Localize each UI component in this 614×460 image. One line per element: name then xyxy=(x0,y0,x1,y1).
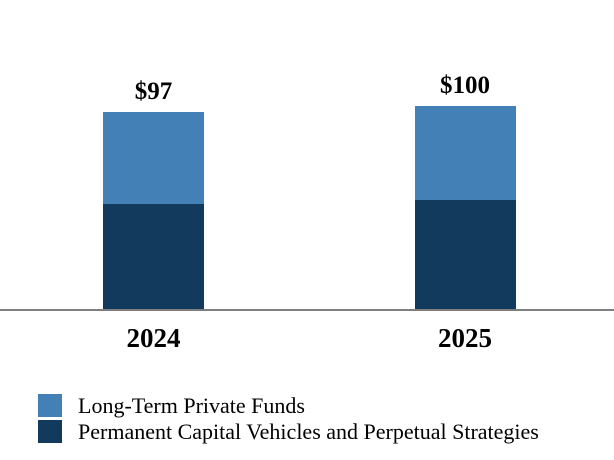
x-axis-label-2025: 2025 xyxy=(438,323,492,353)
legend-item-permanent-capital-vehicles: Permanent Capital Vehicles and Perpetual… xyxy=(38,420,539,443)
legend-label: Permanent Capital Vehicles and Perpetual… xyxy=(78,419,539,444)
bar-total-label-2024: $97 xyxy=(134,78,173,105)
legend-item-long-term-private-funds: Long-Term Private Funds xyxy=(38,394,539,417)
x-axis-label-2024: 2024 xyxy=(126,323,181,353)
legend-swatch-long-term-private-funds xyxy=(38,394,62,417)
x-axis-line xyxy=(0,309,614,311)
bar-segment-2024-permanent-capital xyxy=(103,204,204,310)
legend: Long-Term Private Funds Permanent Capita… xyxy=(38,394,539,443)
legend-swatch-permanent-capital-vehicles xyxy=(38,420,62,443)
bar-segment-2025-permanent-capital xyxy=(414,200,516,310)
bar-segment-2025-long-term-private xyxy=(414,106,516,200)
bar-total-label-2025: $100 xyxy=(440,72,490,99)
bar-segment-2024-long-term-private xyxy=(103,112,204,204)
legend-label: Long-Term Private Funds xyxy=(78,393,305,418)
